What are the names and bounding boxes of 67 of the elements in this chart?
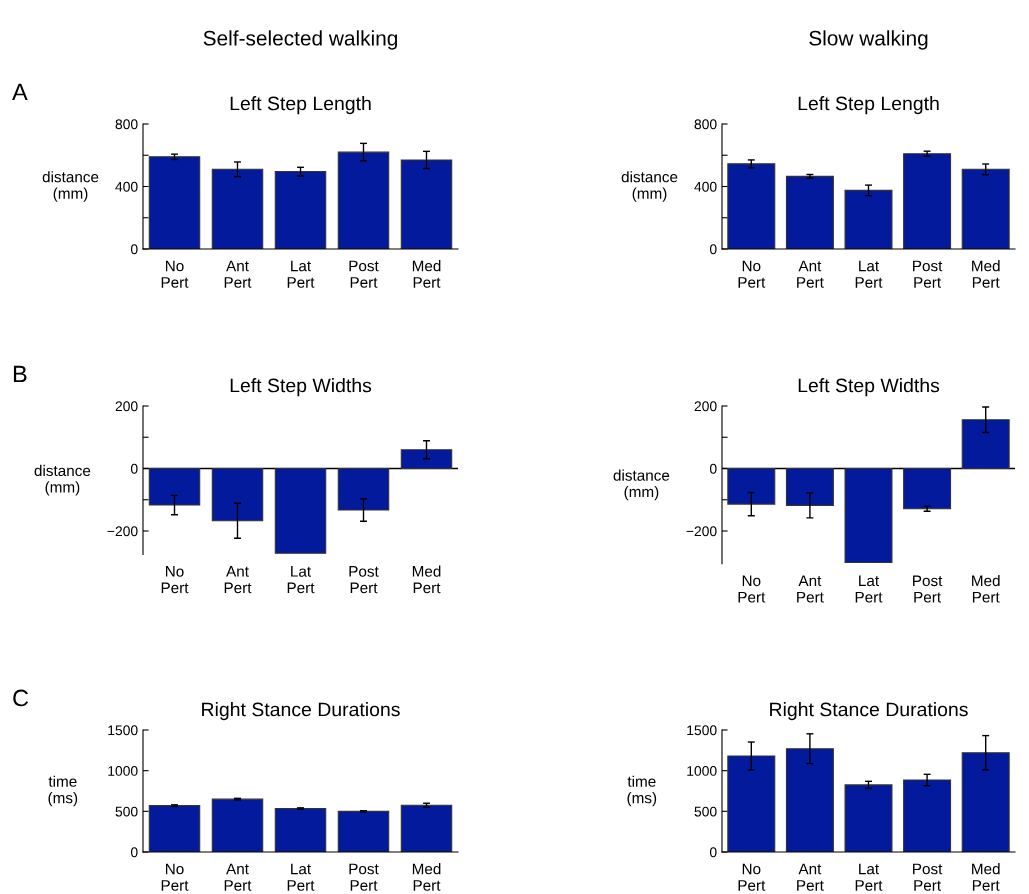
x-tick-label: Lat Pert [855,260,883,288]
y-tick-label: 800 [115,119,138,130]
x-tick-label: Post Pert [913,863,943,891]
x-tick-label: Lat Pert [287,863,315,891]
x-tick-label: Med Pert [412,260,441,288]
y-axis-title: distance (mm) [621,171,678,202]
chart-title: Left Step Length [230,96,371,115]
x-tick-label: No Pert [161,863,189,891]
y-tick-label: 200 [115,401,138,412]
x-tick-label: No Pert [738,260,766,288]
x-tick-label: Med Pert [972,574,1000,603]
x-tick-label: Post Pert [913,260,943,288]
x-tick-label: Post Pert [349,260,379,288]
y-tick-label: 0 [130,463,138,474]
x-tick-label: Med Pert [972,863,1000,891]
text: A [12,83,28,101]
y-tick-label: 0 [130,244,138,255]
x-tick-label: No Pert [738,575,766,603]
y-tick-label: 1500 [687,725,717,736]
y-tick-label: 1500 [108,725,138,736]
y-axis-title: distance (mm) [34,464,91,496]
text: C [13,689,29,707]
y-tick-label: 800 [694,119,717,130]
x-tick-label: Ant Pert [797,863,824,891]
text: B [13,365,27,383]
x-tick-label: Post Pert [349,863,379,891]
chart-subtitle: Self-selected walking [203,30,398,50]
x-tick-label: Ant Pert [224,260,252,288]
y-tick-label: 200 [694,401,717,412]
x-tick-label: Post Pert [349,566,379,594]
y-tick-label: 0 [709,847,717,858]
x-tick-label: Lat Pert [287,566,315,594]
x-tick-label: Med Pert [412,565,441,594]
x-tick-label: Lat Pert [287,260,315,288]
y-axis-title: distance (mm) [613,469,670,501]
chart-title: Left Step Widths [798,378,940,397]
chart-title: Left Step Widths [230,378,372,397]
y-tick-label: 400 [115,181,138,192]
x-tick-label: Ant Pert [224,566,252,594]
chart-title: Left Step Length [798,96,939,115]
x-tick-label: No Pert [161,566,189,594]
y-tick-label: −200 [686,526,717,537]
x-tick-label: Lat Pert [855,575,883,603]
chart-title: Right Stance Durations [770,702,968,721]
x-tick-label: No Pert [738,863,766,891]
y-axis-title: distance (mm) [42,171,99,202]
x-tick-label: Ant Pert [797,575,824,603]
x-tick-label: Ant Pert [797,260,824,288]
y-tick-label: −200 [107,526,138,537]
y-tick-label: 0 [709,244,717,255]
y-tick-label: 0 [709,463,717,474]
x-tick-label: Post Pert [913,575,943,603]
y-tick-label: 500 [694,806,717,817]
x-tick-label: Ant Pert [224,863,252,891]
chart-subtitle: Slow walking [809,30,928,50]
y-tick-label: 400 [694,181,717,192]
x-tick-label: Lat Pert [855,863,883,891]
y-axis-title: time (ms) [627,775,657,807]
chart-title: Right Stance Durations [202,702,400,721]
y-tick-label: 0 [130,847,138,858]
y-tick-label: 500 [115,806,138,817]
x-tick-label: No Pert [161,260,189,288]
y-tick-label: 1000 [108,766,138,776]
x-tick-label: Med Pert [972,260,1000,288]
y-axis-title: time (ms) [48,775,78,807]
y-tick-label: 1000 [687,766,717,776]
x-tick-label: Med Pert [412,863,441,891]
